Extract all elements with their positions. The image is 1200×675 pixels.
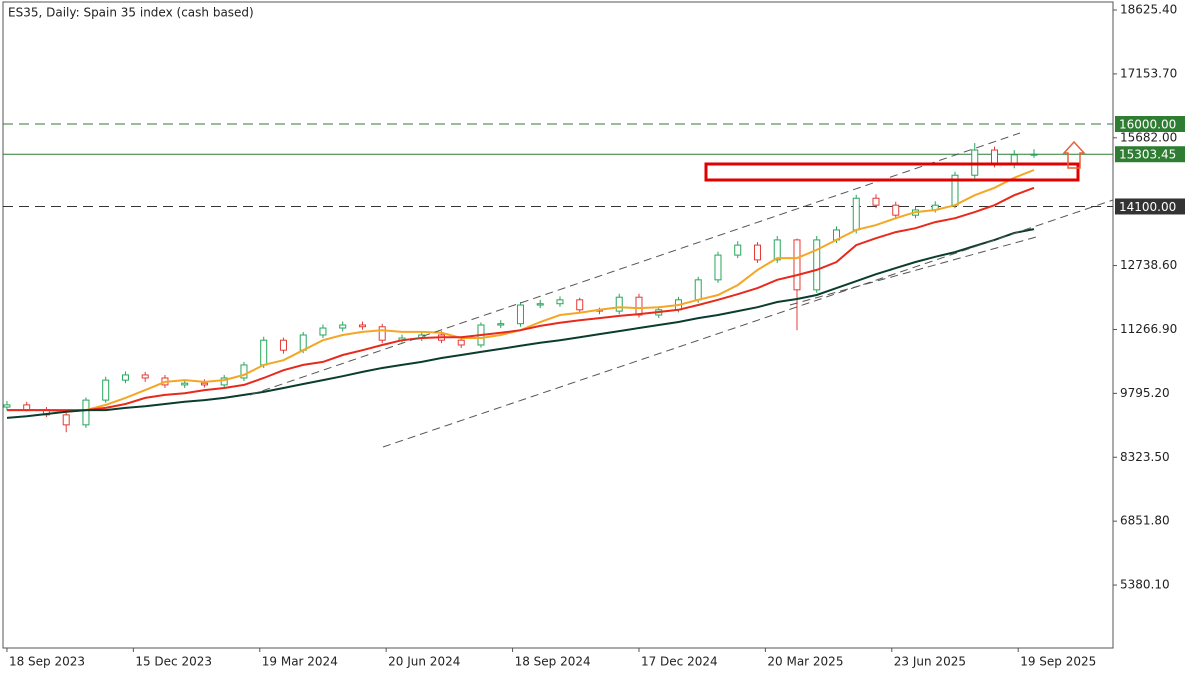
candle-body xyxy=(62,414,70,426)
level-label: 15303.45 xyxy=(1119,148,1176,162)
trend-line xyxy=(789,235,1041,306)
y-tick-label: 11266.90 xyxy=(1120,322,1177,336)
y-tick-label: 9795.20 xyxy=(1120,386,1170,400)
moving-average xyxy=(7,186,1035,412)
candle-body xyxy=(813,239,821,291)
candle-body xyxy=(497,323,505,326)
chart-title: ES35, Daily: Spain 35 index (cash based) xyxy=(8,6,254,20)
candle-body xyxy=(299,334,307,351)
candle-body xyxy=(615,296,623,312)
level-label-box xyxy=(1115,146,1185,163)
candle-body xyxy=(694,279,702,301)
up-arrow xyxy=(1062,140,1086,169)
candle-body xyxy=(536,303,544,306)
candle-body xyxy=(220,377,228,386)
candle-body xyxy=(1030,153,1038,156)
candle-body xyxy=(793,239,801,291)
candle-body xyxy=(339,324,347,329)
x-tick-label: 19 Mar 2024 xyxy=(262,655,338,669)
candle-body xyxy=(260,339,268,366)
candle-body xyxy=(773,239,781,261)
candle-body xyxy=(102,379,110,401)
level-label-box xyxy=(1115,115,1185,132)
annotations xyxy=(249,132,1114,448)
candle-body xyxy=(852,197,860,231)
candle-body xyxy=(141,374,149,379)
candle-body xyxy=(457,339,465,346)
y-tick-label: 18625.40 xyxy=(1120,3,1177,17)
y-tick-label: 17153.70 xyxy=(1120,66,1177,80)
resistance-box xyxy=(704,162,1080,182)
candle-body xyxy=(240,364,248,379)
x-tick-label: 18 Sep 2023 xyxy=(9,655,85,669)
candle-body xyxy=(576,299,584,311)
x-tick-label: 15 Dec 2023 xyxy=(135,655,212,669)
candle-body xyxy=(753,244,761,261)
level-label: 14100.00 xyxy=(1119,200,1176,214)
candle-body xyxy=(734,244,742,256)
y-tick-label: 6851.80 xyxy=(1120,514,1170,528)
x-tick-label: 20 Jun 2024 xyxy=(388,655,460,669)
candle-body xyxy=(82,399,90,426)
candle-body xyxy=(635,296,643,316)
channel-upper xyxy=(249,132,1021,396)
candle-body xyxy=(319,327,327,336)
x-tick-label: 18 Sep 2024 xyxy=(515,655,591,669)
y-tick-label: 8323.50 xyxy=(1120,450,1170,464)
moving-average xyxy=(6,228,1035,419)
x-tick-label: 19 Sep 2025 xyxy=(1020,655,1096,669)
candle-body xyxy=(556,299,564,305)
candle-body xyxy=(872,197,880,206)
candle-body xyxy=(378,326,386,341)
candle-body xyxy=(714,254,722,281)
level-label-box xyxy=(1115,198,1185,215)
x-tick-label: 17 Dec 2024 xyxy=(641,655,718,669)
candle-body xyxy=(3,404,11,408)
candle-body xyxy=(892,204,900,216)
x-tick-label: 23 Jun 2025 xyxy=(894,655,966,669)
candle-body xyxy=(181,382,189,386)
candle-body xyxy=(516,304,524,325)
candle-body xyxy=(358,324,366,328)
candle-body xyxy=(279,339,287,351)
y-tick-label: 5380.10 xyxy=(1120,578,1170,592)
candle-body xyxy=(121,374,129,381)
plot-frame xyxy=(2,1,1114,649)
candle-body xyxy=(200,382,208,386)
plot-area xyxy=(3,123,1113,433)
channel-lower xyxy=(382,199,1114,448)
level-label: 16000.00 xyxy=(1119,117,1176,131)
y-tick-label: 12738.60 xyxy=(1120,258,1177,272)
y-tick-label: 15682.00 xyxy=(1120,130,1177,144)
x-tick-label: 20 Mar 2025 xyxy=(767,655,843,669)
